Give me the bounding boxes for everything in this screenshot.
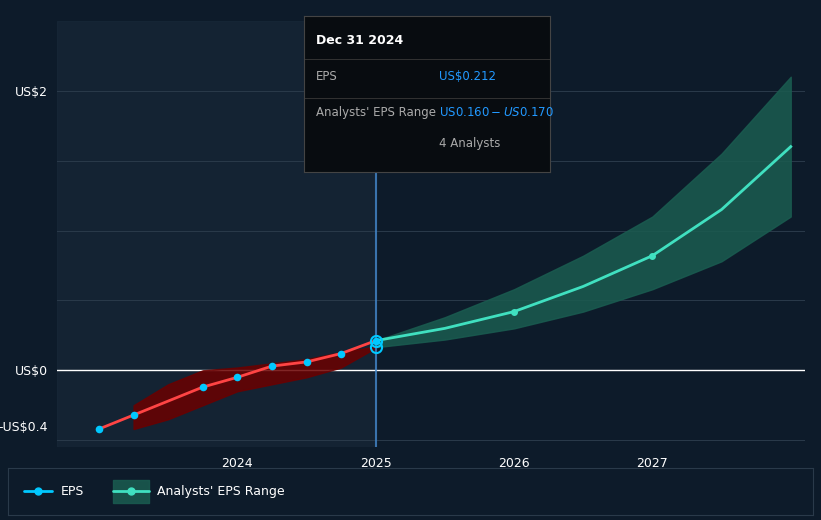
Point — [127, 411, 140, 419]
Bar — [57, 21, 376, 447]
Text: Actual: Actual — [332, 98, 369, 111]
Text: 4 Analysts: 4 Analysts — [439, 137, 501, 150]
Point — [507, 307, 521, 316]
Text: US$0.212: US$0.212 — [439, 70, 496, 83]
Point — [646, 252, 659, 260]
Text: EPS: EPS — [316, 70, 337, 83]
Point — [265, 362, 278, 370]
Text: US$0.160 - US$0.170: US$0.160 - US$0.170 — [439, 106, 554, 119]
Point — [369, 336, 383, 345]
Text: Analysts' EPS Range: Analysts' EPS Range — [316, 106, 436, 119]
Point — [93, 425, 106, 433]
Point — [196, 383, 209, 391]
Text: Dec 31 2024: Dec 31 2024 — [316, 34, 403, 47]
Text: Analysts' EPS Range: Analysts' EPS Range — [157, 485, 285, 498]
Point — [334, 349, 347, 358]
Point — [231, 373, 244, 382]
Text: EPS: EPS — [61, 485, 84, 498]
Point — [300, 358, 313, 366]
Text: Analysts Forecasts: Analysts Forecasts — [383, 98, 493, 111]
